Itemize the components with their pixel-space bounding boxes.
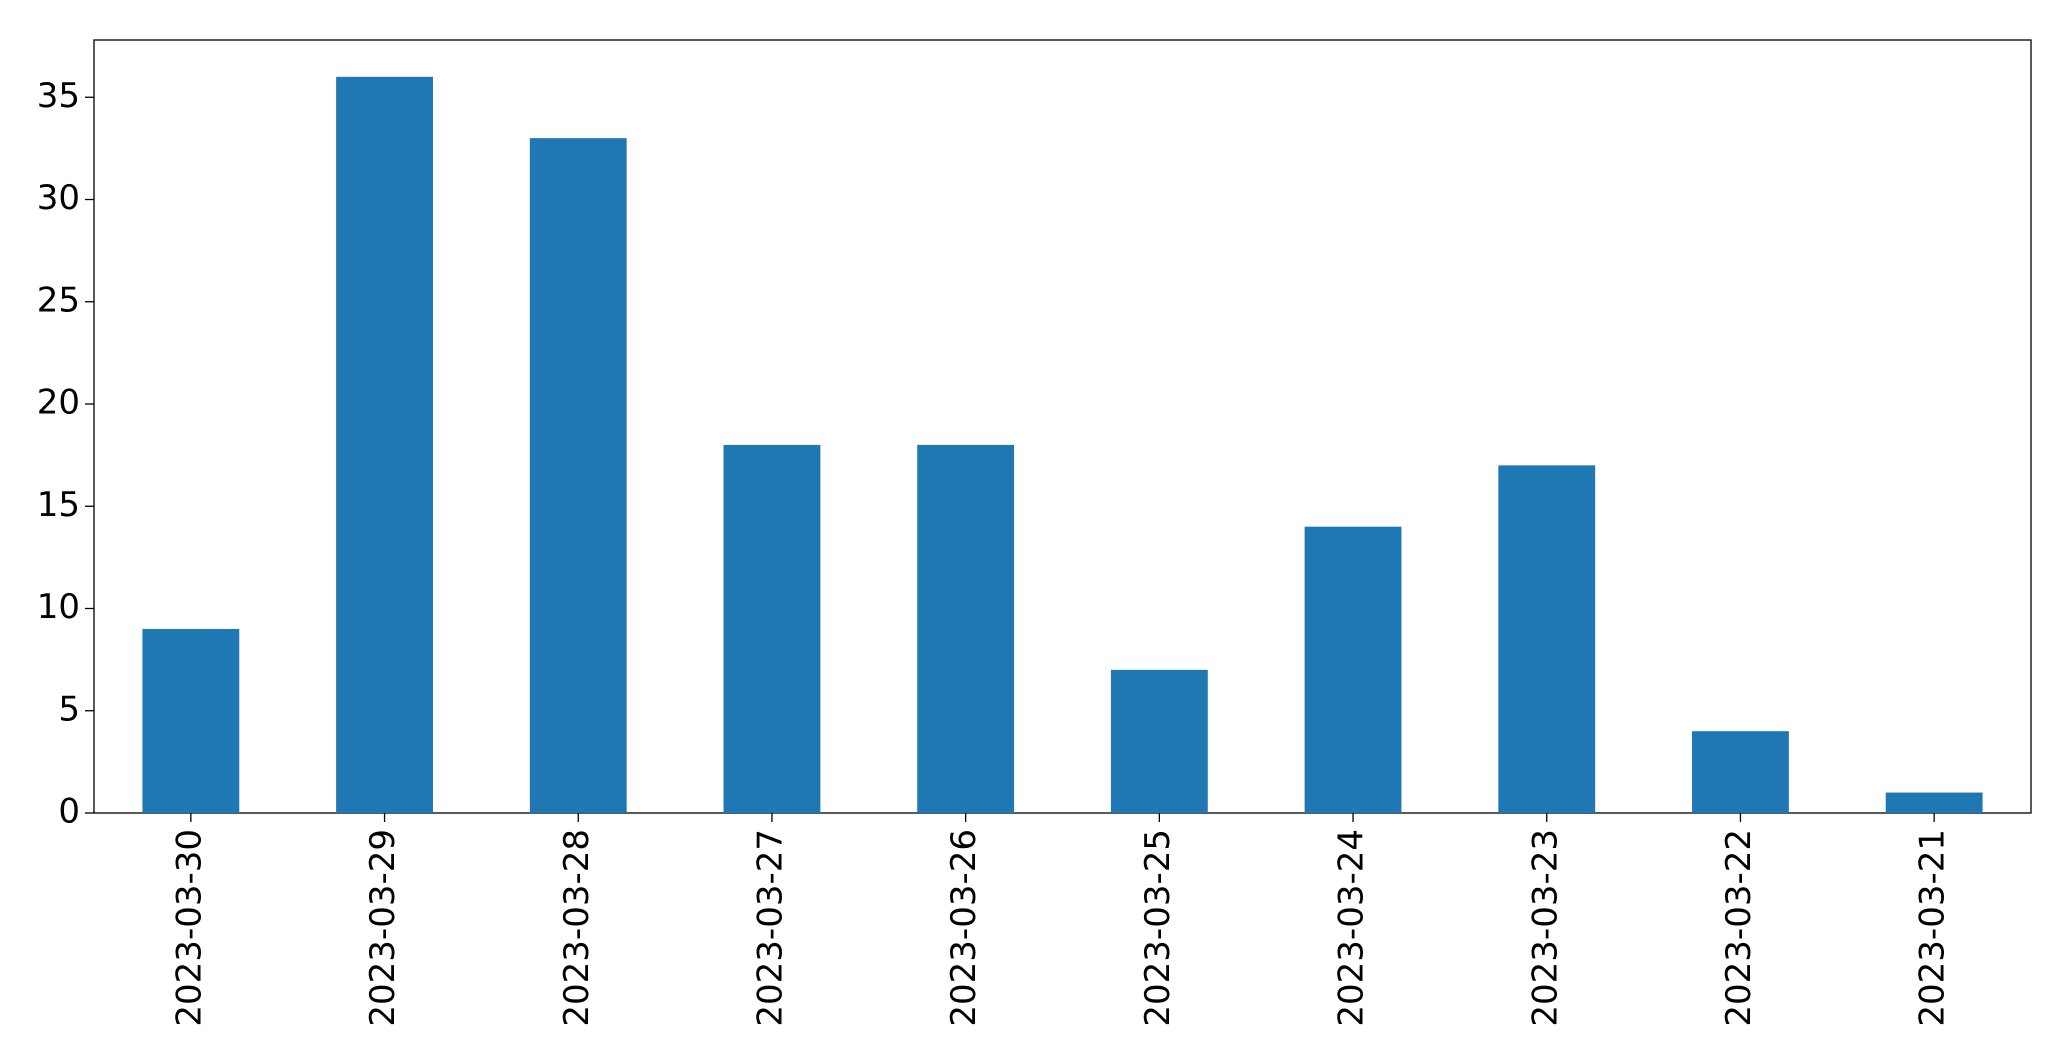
x-tick-label: 2023-03-28 [557, 829, 597, 1027]
bar [917, 444, 1015, 813]
bar [1885, 792, 1983, 813]
bar [336, 76, 433, 814]
y-tick-label: 0 [58, 792, 80, 832]
bar [1304, 526, 1402, 813]
plot-frame [93, 39, 2032, 814]
bar [1110, 669, 1208, 813]
x-tick-label: 2023-03-29 [363, 829, 403, 1027]
x-tick-label: 2023-03-30 [169, 829, 209, 1027]
bar [1498, 465, 1596, 813]
x-tick-label: 2023-03-24 [1332, 829, 1372, 1027]
bar [529, 138, 627, 813]
x-tick-label: 2023-03-26 [944, 829, 984, 1027]
bar [1692, 731, 1789, 813]
y-tick-label: 35 [37, 76, 80, 116]
y-tick-label: 30 [37, 178, 80, 218]
y-tick-label: 5 [58, 689, 80, 729]
x-tick-label: 2023-03-25 [1138, 829, 1178, 1027]
x-tick-label: 2023-03-21 [1913, 829, 1953, 1027]
y-tick-label: 20 [37, 383, 80, 423]
x-tick-label: 2023-03-23 [1525, 829, 1565, 1027]
y-tick-label: 10 [37, 587, 80, 627]
y-tick-label: 25 [37, 280, 80, 320]
x-tick-label: 2023-03-27 [750, 829, 790, 1027]
x-tick-label: 2023-03-22 [1719, 829, 1759, 1027]
bar [723, 444, 821, 813]
y-tick-label: 15 [37, 485, 80, 525]
bar [142, 628, 240, 813]
